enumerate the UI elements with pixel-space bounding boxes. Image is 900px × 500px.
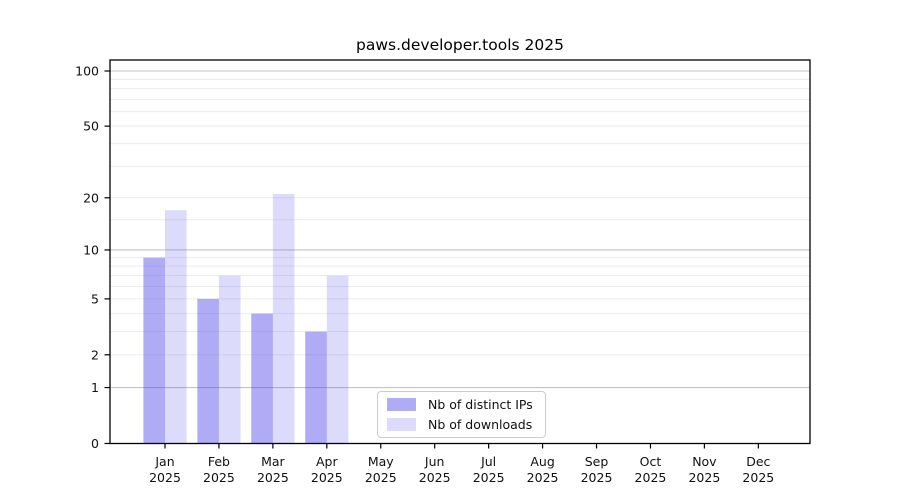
x-tick-label-year: 2025	[365, 470, 397, 485]
legend-swatch-distinct-ips	[387, 398, 416, 411]
x-tick-label-month: May	[368, 454, 394, 469]
bar-downloads-feb	[218, 275, 241, 444]
x-tick-label-year: 2025	[527, 470, 559, 485]
y-tick-label: 2	[91, 347, 99, 362]
y-tick-label: 50	[83, 119, 99, 134]
x-tick-label-month: Dec	[746, 454, 770, 469]
y-tick-label: 20	[83, 190, 99, 205]
x-tick-label-year: 2025	[581, 470, 613, 485]
x-tick-label-month: Jun	[424, 454, 445, 469]
x-tick-label-year: 2025	[311, 470, 343, 485]
bar-distinct-ips-mar	[251, 313, 273, 444]
x-tick-label-month: Nov	[692, 454, 717, 469]
y-tick-label: 10	[83, 242, 99, 257]
y-tick-label: 1	[91, 380, 99, 395]
y-tick-label: 5	[91, 291, 99, 306]
x-tick-label-month: Mar	[261, 454, 285, 469]
x-tick-label-month: Sep	[585, 454, 609, 469]
legend-label-downloads: Nb of downloads	[428, 417, 533, 432]
legend-item-distinct-ips: Nb of distinct IPs	[387, 397, 536, 412]
chart-title: paws.developer.tools 2025	[356, 36, 564, 54]
x-tick-label-year: 2025	[473, 470, 505, 485]
x-tick-label-year: 2025	[419, 470, 451, 485]
x-tick-label-year: 2025	[257, 470, 289, 485]
legend-item-downloads: Nb of downloads	[387, 417, 536, 432]
x-tick-label-month: Oct	[640, 454, 662, 469]
x-tick-label-month: Aug	[530, 454, 554, 469]
bar-downloads-jan	[165, 210, 187, 444]
x-tick-label-year: 2025	[742, 470, 774, 485]
bar-distinct-ips-jan	[143, 257, 165, 444]
axes-frame	[109, 59, 811, 445]
x-tick-label-year: 2025	[635, 470, 667, 485]
x-tick-label-month: Jan	[154, 454, 174, 469]
y-tick-label: 100	[75, 64, 99, 79]
legend-label-distinct-ips: Nb of distinct IPs	[428, 397, 533, 412]
legend-swatch-downloads	[387, 418, 416, 431]
legend: Nb of distinct IPs Nb of downloads	[377, 391, 546, 438]
x-tick-label-month: Jul	[480, 454, 496, 469]
x-tick-label-month: Apr	[316, 454, 338, 469]
bar-downloads-mar	[272, 194, 295, 444]
x-tick-label-month: Feb	[208, 454, 230, 469]
x-tick-label-year: 2025	[149, 470, 181, 485]
bar-downloads-apr	[326, 275, 349, 444]
y-tick-label: 0	[91, 436, 99, 451]
x-tick-label-year: 2025	[688, 470, 720, 485]
bar-distinct-ips-apr	[305, 331, 327, 444]
x-tick-label-year: 2025	[203, 470, 235, 485]
bar-distinct-ips-feb	[197, 298, 219, 444]
